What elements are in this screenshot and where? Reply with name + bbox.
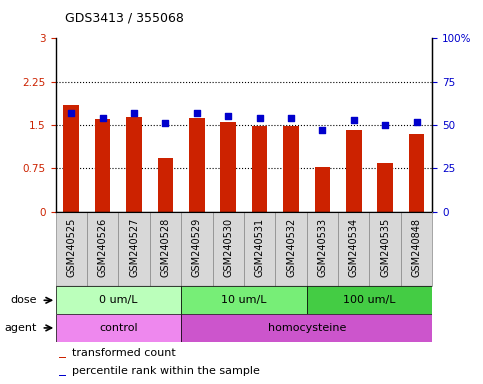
Bar bbox=[314, 167, 330, 212]
Point bbox=[68, 110, 75, 116]
Bar bbox=[181, 212, 213, 286]
Bar bbox=[181, 314, 432, 342]
Text: GSM240525: GSM240525 bbox=[66, 218, 76, 277]
Text: GSM240530: GSM240530 bbox=[223, 218, 233, 277]
Point bbox=[319, 127, 327, 133]
Text: percentile rank within the sample: percentile rank within the sample bbox=[72, 366, 260, 376]
Bar bbox=[63, 105, 79, 212]
Bar bbox=[56, 286, 181, 314]
Text: 0 um/L: 0 um/L bbox=[99, 295, 138, 305]
Bar bbox=[126, 118, 142, 212]
Bar bbox=[157, 158, 173, 212]
Bar bbox=[252, 126, 268, 212]
Point bbox=[382, 122, 389, 128]
Text: GSM240532: GSM240532 bbox=[286, 218, 296, 277]
Text: agent: agent bbox=[4, 323, 37, 333]
Text: GSM240533: GSM240533 bbox=[317, 218, 327, 277]
Text: GSM240528: GSM240528 bbox=[160, 218, 170, 277]
Bar bbox=[118, 212, 150, 286]
Text: homocysteine: homocysteine bbox=[268, 323, 346, 333]
Bar bbox=[213, 212, 244, 286]
Text: GSM240534: GSM240534 bbox=[349, 218, 359, 277]
Text: GSM240531: GSM240531 bbox=[255, 218, 265, 277]
Bar bbox=[150, 212, 181, 286]
Point bbox=[287, 115, 295, 121]
Bar bbox=[377, 162, 393, 212]
Point bbox=[161, 120, 170, 126]
Point bbox=[130, 110, 138, 116]
Bar bbox=[87, 212, 118, 286]
Text: GSM240527: GSM240527 bbox=[129, 218, 139, 277]
Text: GSM240535: GSM240535 bbox=[380, 218, 390, 277]
Bar bbox=[283, 126, 299, 212]
Bar bbox=[56, 314, 181, 342]
Bar bbox=[275, 212, 307, 286]
Text: GDS3413 / 355068: GDS3413 / 355068 bbox=[65, 12, 184, 25]
Text: GSM240526: GSM240526 bbox=[98, 218, 108, 277]
Bar bbox=[56, 212, 87, 286]
Text: 100 um/L: 100 um/L bbox=[343, 295, 396, 305]
Bar bbox=[189, 118, 205, 212]
Point bbox=[412, 118, 420, 124]
Bar bbox=[409, 134, 425, 212]
Text: 10 um/L: 10 um/L bbox=[221, 295, 267, 305]
Bar bbox=[59, 375, 66, 376]
Text: control: control bbox=[99, 323, 138, 333]
Text: GSM240529: GSM240529 bbox=[192, 218, 202, 277]
Point bbox=[193, 110, 201, 116]
Bar bbox=[95, 119, 111, 212]
Bar bbox=[307, 286, 432, 314]
Text: transformed count: transformed count bbox=[72, 348, 176, 358]
Bar bbox=[338, 212, 369, 286]
Point bbox=[350, 117, 357, 123]
Bar bbox=[220, 122, 236, 212]
Bar bbox=[181, 286, 307, 314]
Point bbox=[99, 115, 107, 121]
Bar bbox=[307, 212, 338, 286]
Bar bbox=[346, 130, 362, 212]
Point bbox=[256, 115, 264, 121]
Text: dose: dose bbox=[10, 295, 37, 305]
Point bbox=[224, 113, 232, 119]
Bar bbox=[59, 357, 66, 358]
Bar bbox=[369, 212, 401, 286]
Text: GSM240848: GSM240848 bbox=[412, 218, 422, 276]
Bar bbox=[401, 212, 432, 286]
Bar bbox=[244, 212, 275, 286]
